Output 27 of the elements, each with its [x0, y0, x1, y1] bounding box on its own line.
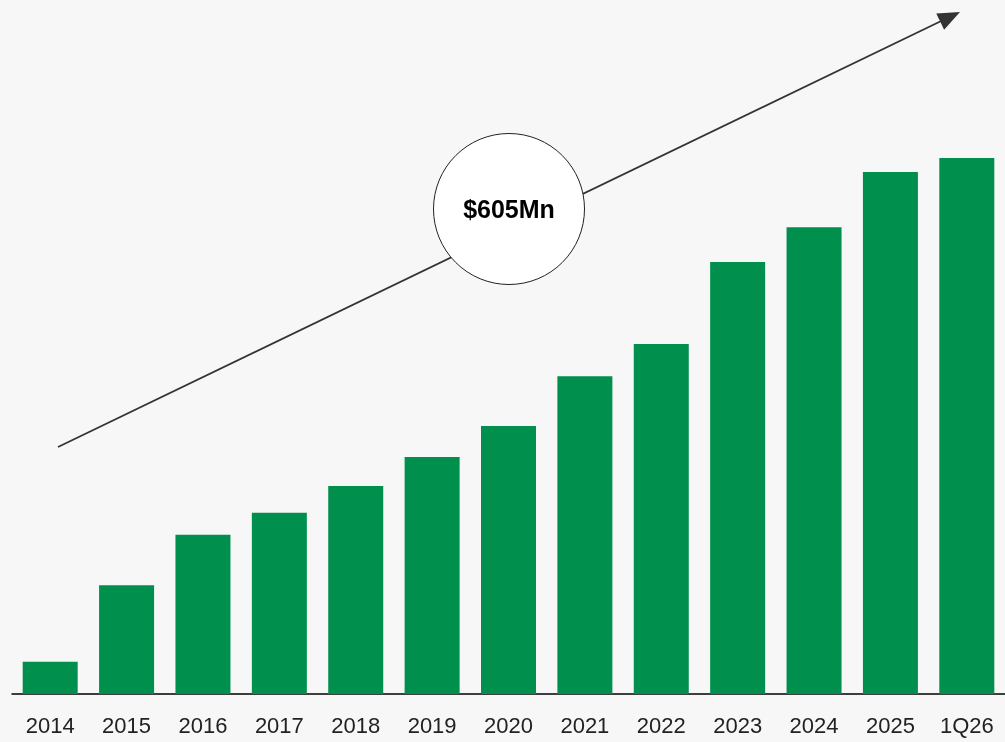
bar [633, 343, 689, 694]
x-tick-label: 2023 [713, 712, 763, 738]
x-tick-label: 2025 [865, 712, 915, 738]
bar [328, 486, 384, 694]
x-tick-label: 2021 [560, 712, 610, 738]
bar [251, 512, 307, 694]
x-tick-label: 2024 [789, 712, 839, 738]
bar [862, 171, 918, 694]
bar [557, 376, 613, 694]
bar [481, 426, 536, 694]
x-tick-label: 2014 [25, 712, 75, 738]
bar [939, 158, 995, 694]
bar [22, 661, 78, 694]
circle-badge: $605Mn [433, 133, 585, 285]
bar [175, 534, 231, 694]
bar [710, 261, 766, 694]
x-tick-label: 2022 [636, 712, 686, 738]
x-tick-label: 2016 [178, 712, 228, 738]
bar [99, 585, 155, 694]
x-tick-label: 2015 [102, 712, 152, 738]
x-tick-label: 1Q26 [939, 712, 994, 738]
x-tick-label: 2017 [254, 712, 304, 738]
bar [404, 457, 460, 694]
bar [786, 227, 842, 694]
x-tick-label: 2020 [484, 712, 533, 738]
x-tick-label: 2019 [407, 712, 457, 738]
x-tick-label: 2018 [331, 712, 381, 738]
